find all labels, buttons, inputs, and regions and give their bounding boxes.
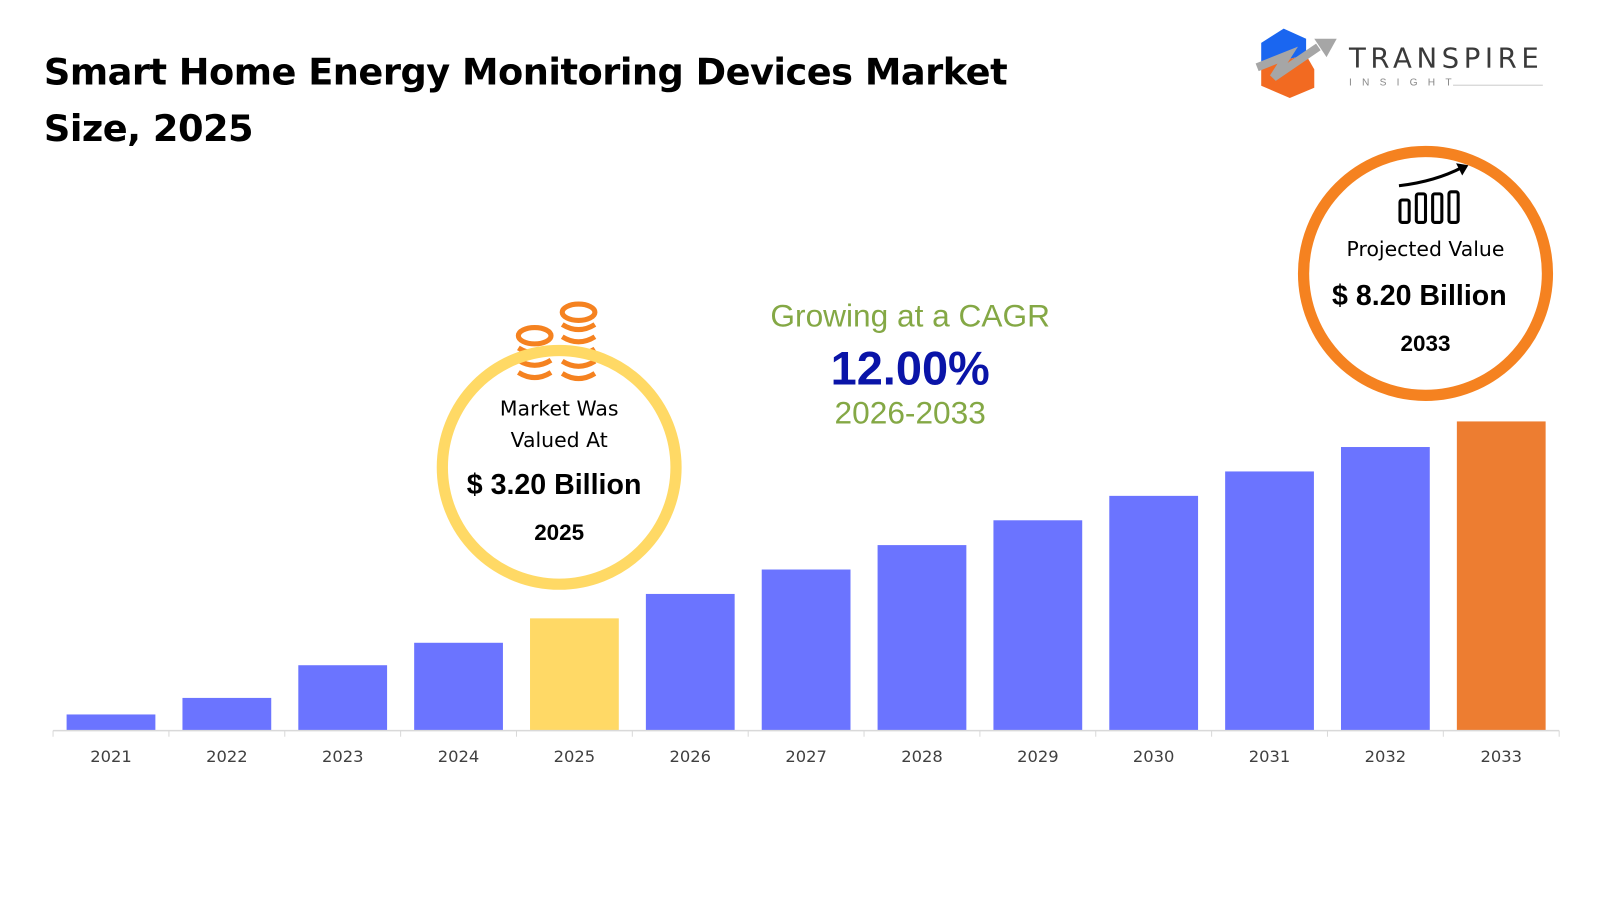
bar-2024 (414, 642, 503, 731)
bar-2022 (182, 697, 272, 731)
x-tick-label: 2031 (1249, 747, 1291, 766)
base-year-value: $ 3.20 Billion (466, 468, 642, 500)
bar-2033 (1456, 421, 1546, 731)
bar-2032 (1341, 447, 1430, 731)
transpire-logo-icon (1255, 28, 1337, 98)
bar-2021 (66, 714, 156, 731)
x-tick-label: 2032 (1365, 747, 1407, 766)
x-tick-label: 2025 (554, 747, 596, 766)
bar-2028 (877, 545, 967, 731)
base-year: 2025 (534, 519, 585, 545)
callout-line-1: Market Was (499, 395, 619, 421)
logo-divider (1453, 84, 1543, 86)
bar-2029 (993, 520, 1083, 731)
bar-2026 (645, 593, 735, 731)
projected-value: $ 8.20 Billion (1332, 279, 1507, 312)
x-tick-label: 2028 (901, 747, 943, 766)
cagr-period: 2026-2033 (834, 394, 986, 431)
projected-value-callout: Projected Value $ 8.20 Billion 2033 (1297, 145, 1554, 402)
x-tick-label: 2030 (1133, 747, 1175, 766)
x-tick-label: 2024 (438, 747, 480, 766)
bar-2027 (761, 569, 851, 731)
bar-2030 (1109, 495, 1199, 731)
x-tick-label: 2033 (1480, 747, 1522, 766)
bar-2025 (530, 618, 619, 731)
x-tick-label: 2021 (90, 747, 132, 766)
page-title: Smart Home Energy Monitoring Devices Mar… (43, 52, 1008, 150)
x-tick-label: 2026 (670, 747, 712, 766)
cagr-label: Growing at a CAGR (770, 297, 1050, 334)
projected-label: Projected Value (1346, 236, 1505, 262)
bar-chart-growth-icon (1398, 163, 1469, 224)
x-tick-label: 2029 (1017, 747, 1059, 766)
base-year-callout: Market Was Valued At $ 3.20 Billion 2025 (436, 344, 682, 590)
logo-subtitle: INSIGHT (1348, 77, 1462, 89)
x-tick-label: 2027 (785, 747, 827, 766)
logo: TRANSPIRE INSIGHT (1253, 24, 1549, 101)
x-tick-label: 2022 (206, 747, 248, 766)
callout-line-2: Valued At (510, 427, 608, 453)
logo-name: TRANSPIRE (1348, 42, 1544, 75)
projected-year: 2033 (1400, 330, 1451, 357)
cagr-value: 12.00% (830, 341, 990, 395)
bar-2023 (298, 665, 388, 731)
bar-2031 (1225, 471, 1314, 731)
x-tick-label: 2023 (322, 747, 364, 766)
